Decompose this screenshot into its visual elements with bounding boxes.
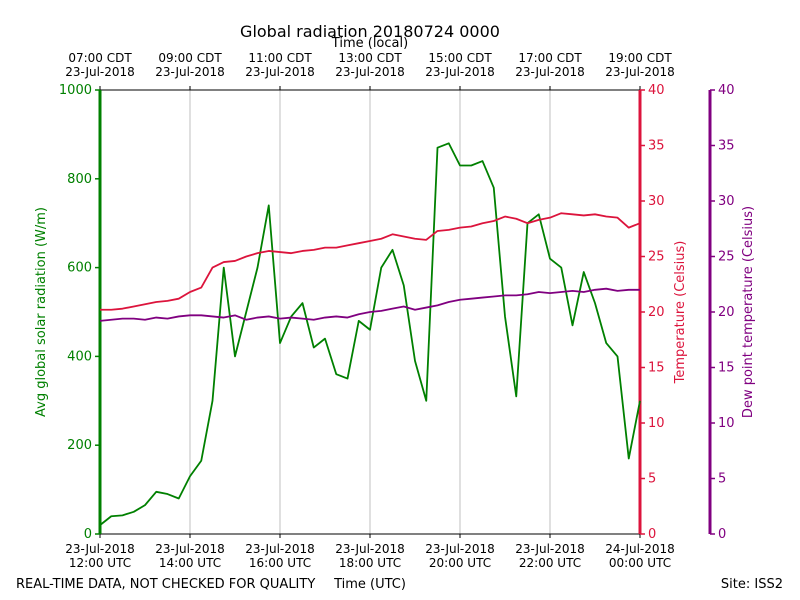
y-tick-label: 600 xyxy=(67,261,92,276)
y3-axis-label: Dew point temperature (Celsius) xyxy=(741,206,756,418)
y2-tick-label: 40 xyxy=(648,83,665,98)
x-tick-label: 24-Jul-2018 00:00 UTC xyxy=(605,542,675,570)
series-line xyxy=(99,142,641,526)
y-tick-label: 200 xyxy=(67,438,92,453)
x-tick-label: 23-Jul-2018 20:00 UTC xyxy=(425,542,495,570)
x2-tick-label: 19:00 CDT 23-Jul-2018 xyxy=(605,51,675,79)
y2-tick-label: 35 xyxy=(648,139,665,154)
y3-tick-label: 40 xyxy=(718,83,735,98)
footer-note: REAL-TIME DATA, NOT CHECKED FOR QUALITY xyxy=(16,577,315,592)
y3-tick-label: 5 xyxy=(718,472,726,487)
site-label: Site: ISS2 xyxy=(721,577,783,592)
x-tick-label: 23-Jul-2018 18:00 UTC xyxy=(335,542,405,570)
x-axis-label: Time (UTC) xyxy=(333,577,406,592)
x2-tick-label: 07:00 CDT 23-Jul-2018 xyxy=(65,51,135,79)
y-tick-label: 0 xyxy=(84,527,92,542)
y2-tick-label: 30 xyxy=(648,194,665,209)
y-axis-label: Avg global solar radiation (W/m) xyxy=(34,207,49,417)
y2-tick-label: 0 xyxy=(648,527,656,542)
x-tick-label: 23-Jul-2018 14:00 UTC xyxy=(155,542,225,570)
y-tick-label: 1000 xyxy=(59,83,92,98)
y2-tick-label: 5 xyxy=(648,472,656,487)
y2-tick-label: 20 xyxy=(648,305,665,320)
y-tick-label: 400 xyxy=(67,349,92,364)
x2-axis-label: Time (local) xyxy=(331,36,408,51)
y2-tick-label: 25 xyxy=(648,250,665,265)
y3-tick-label: 35 xyxy=(718,139,735,154)
y2-tick-label: 15 xyxy=(648,361,665,376)
x-tick-label: 23-Jul-2018 22:00 UTC xyxy=(515,542,585,570)
series-line xyxy=(99,287,640,322)
y3-tick-label: 15 xyxy=(718,361,735,376)
y-tick-label: 800 xyxy=(67,172,92,187)
chart-title: Global radiation 20180724 0000 xyxy=(240,22,500,41)
y2-axis-label: Temperature (Celsius) xyxy=(673,241,688,385)
y3-tick-label: 20 xyxy=(718,305,735,320)
y3-tick-label: 30 xyxy=(718,194,735,209)
x2-tick-label: 13:00 CDT 23-Jul-2018 xyxy=(335,51,405,79)
y3-tick-label: 0 xyxy=(718,527,726,542)
y2-tick-label: 10 xyxy=(648,416,665,431)
x2-tick-label: 17:00 CDT 23-Jul-2018 xyxy=(515,51,585,79)
series-line xyxy=(100,212,641,311)
x-tick-label: 23-Jul-2018 12:00 UTC xyxy=(65,542,135,570)
x2-tick-label: 09:00 CDT 23-Jul-2018 xyxy=(155,51,225,79)
x2-tick-label: 11:00 CDT 23-Jul-2018 xyxy=(245,51,315,79)
y3-tick-label: 25 xyxy=(718,250,735,265)
x-tick-label: 23-Jul-2018 16:00 UTC xyxy=(245,542,315,570)
x2-tick-label: 15:00 CDT 23-Jul-2018 xyxy=(425,51,495,79)
y3-tick-label: 10 xyxy=(718,416,735,431)
